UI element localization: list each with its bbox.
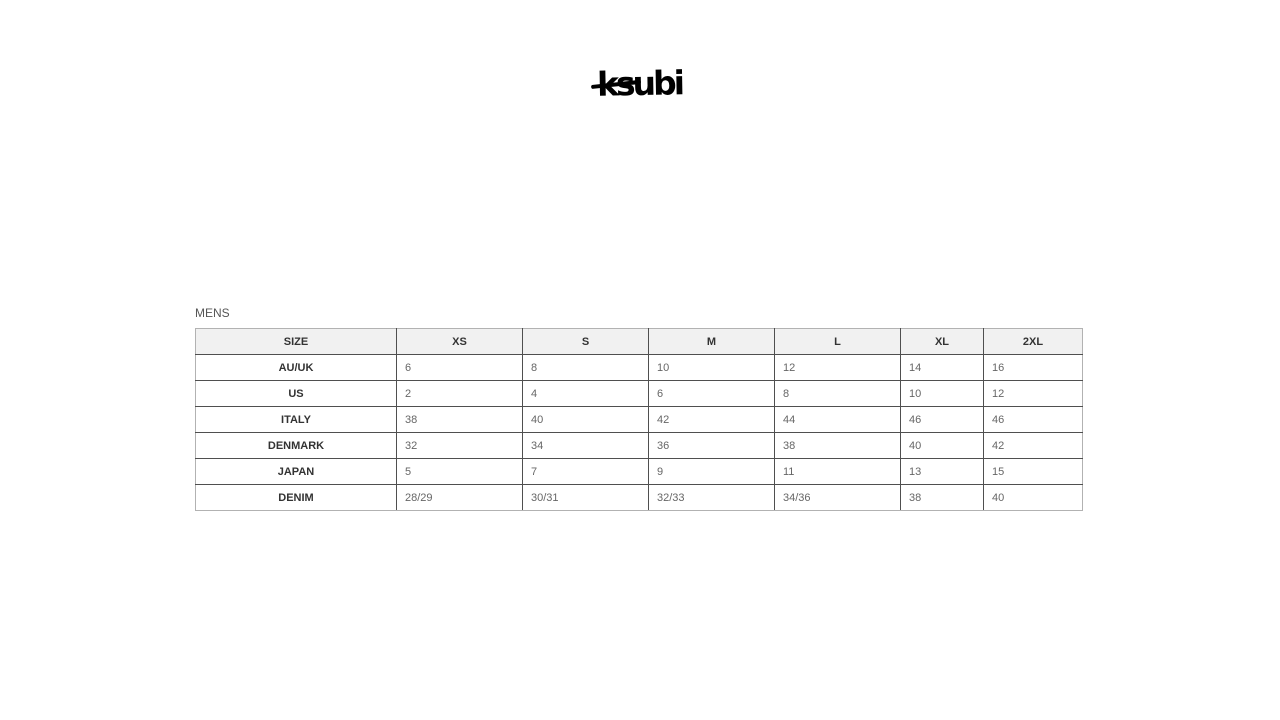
size-cell: 38: [900, 484, 984, 511]
row-label: JAPAN: [195, 458, 397, 485]
size-cell: 34: [522, 432, 649, 459]
size-cell: 15: [983, 458, 1083, 485]
size-cell: 28/29: [396, 484, 523, 511]
section-label: MENS: [195, 306, 230, 320]
row-label: AU/UK: [195, 354, 397, 381]
table-row: JAPAN 5 7 9 11 13 15: [195, 458, 1083, 485]
table-row: AU/UK 6 8 10 12 14 16: [195, 354, 1083, 381]
table-row: DENMARK 32 34 36 38 40 42: [195, 432, 1083, 459]
size-cell: 13: [900, 458, 984, 485]
column-header-s: S: [522, 328, 649, 355]
size-cell: 9: [648, 458, 775, 485]
size-cell: 12: [983, 380, 1083, 407]
size-cell: 32: [396, 432, 523, 459]
size-cell: 6: [648, 380, 775, 407]
column-header-xs: XS: [396, 328, 523, 355]
column-header-size: SIZE: [195, 328, 397, 355]
size-cell: 8: [774, 380, 901, 407]
size-cell: 36: [648, 432, 775, 459]
column-header-2xl: 2XL: [983, 328, 1083, 355]
size-cell: 11: [774, 458, 901, 485]
mens-size-table: SIZE XS S M L XL 2XL AU/UK 6 8 10 12 14 …: [195, 328, 1083, 511]
row-label: US: [195, 380, 397, 407]
size-cell: 16: [983, 354, 1083, 381]
size-cell: 44: [774, 406, 901, 433]
size-cell: 7: [522, 458, 649, 485]
mens-size-chart-section: MENS SIZE XS S M L XL 2XL AU/UK 6 8 10: [195, 306, 1083, 511]
size-cell: 8: [522, 354, 649, 381]
column-header-l: L: [774, 328, 901, 355]
row-label: DENMARK: [195, 432, 397, 459]
size-cell: 40: [900, 432, 984, 459]
size-cell: 2: [396, 380, 523, 407]
size-cell: 40: [522, 406, 649, 433]
table-row: US 2 4 6 8 10 12: [195, 380, 1083, 407]
row-label: ITALY: [195, 406, 397, 433]
size-cell: 32/33: [648, 484, 775, 511]
size-cell: 10: [900, 380, 984, 407]
row-label: DENIM: [195, 484, 397, 511]
table-row: ITALY 38 40 42 44 46 46: [195, 406, 1083, 433]
column-header-xl: XL: [900, 328, 984, 355]
size-cell: 46: [983, 406, 1083, 433]
table-row: DENIM 28/29 30/31 32/33 34/36 38 40: [195, 484, 1083, 511]
size-cell: 30/31: [522, 484, 649, 511]
size-cell: 12: [774, 354, 901, 381]
size-cell: 4: [522, 380, 649, 407]
size-cell: 38: [774, 432, 901, 459]
size-cell: 6: [396, 354, 523, 381]
column-header-m: M: [648, 328, 775, 355]
size-cell: 40: [983, 484, 1083, 511]
table-header-row: SIZE XS S M L XL 2XL: [195, 328, 1083, 355]
header: ksubi: [0, 63, 1280, 104]
size-cell: 34/36: [774, 484, 901, 511]
size-cell: 38: [396, 406, 523, 433]
size-cell: 46: [900, 406, 984, 433]
size-cell: 14: [900, 354, 984, 381]
size-cell: 5: [396, 458, 523, 485]
size-cell: 10: [648, 354, 775, 381]
size-cell: 42: [983, 432, 1083, 459]
size-cell: 42: [648, 406, 775, 433]
brand-logo[interactable]: ksubi: [591, 63, 683, 104]
